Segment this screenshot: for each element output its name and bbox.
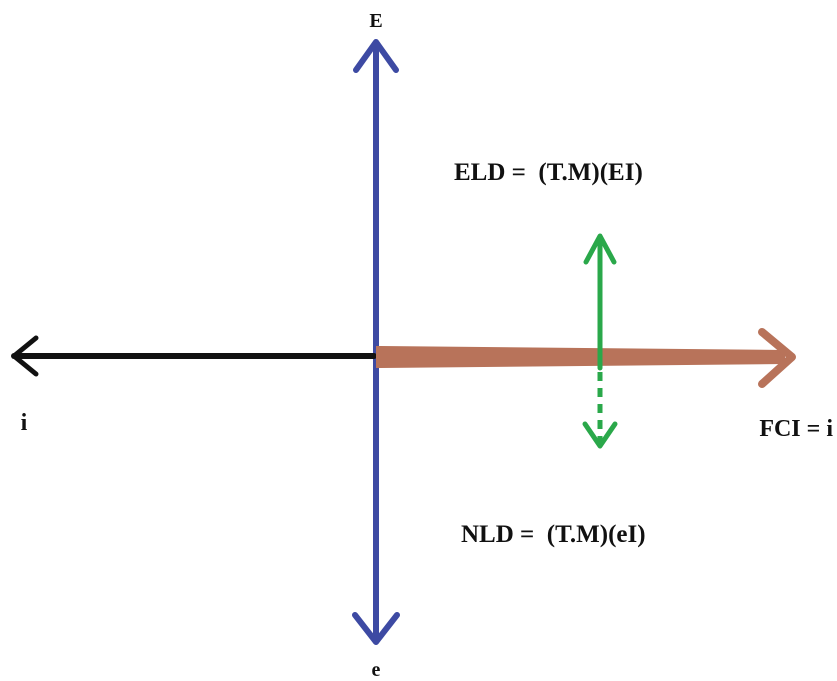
vertical-axis-bottom-arrowhead-icon xyxy=(352,612,400,645)
top-label: E xyxy=(369,10,382,32)
upper-equation: ELD = (T.M)(EI) xyxy=(454,159,643,186)
vertical-axis-arrow xyxy=(352,39,400,645)
right-arrowhead-icon xyxy=(758,328,796,388)
right-label: FCI = i xyxy=(759,416,833,442)
lower-equation: NLD = (T.M)(eI) xyxy=(461,521,646,548)
left-label: i xyxy=(21,410,28,436)
bottom-label: e xyxy=(372,659,381,681)
left-arrowhead-icon xyxy=(11,335,39,377)
left-arrow xyxy=(11,335,377,377)
right-arrow xyxy=(376,328,796,388)
green-arrow-bottom-arrowhead-icon xyxy=(582,421,618,449)
green-double-arrow xyxy=(582,233,618,449)
vertical-axis-top-arrowhead-icon xyxy=(353,39,399,73)
right-arrow-shaft xyxy=(376,346,785,368)
green-arrow-top-arrowhead-icon xyxy=(583,233,617,265)
